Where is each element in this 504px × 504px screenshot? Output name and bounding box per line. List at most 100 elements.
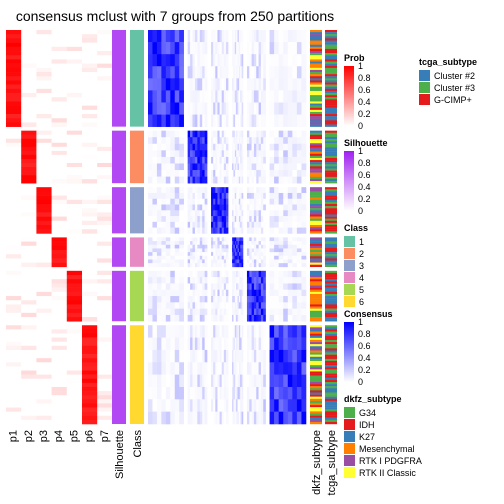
consensus-cell [296,216,302,223]
consensus-cell [221,163,225,171]
dkfz-subtype-cell [310,243,322,247]
tcga-subtype-cell [325,405,337,408]
consensus-cell [260,302,264,309]
consensus-cell [249,66,252,79]
consensus-cell [225,399,229,412]
consensus-cell [179,270,184,278]
consensus-cell [215,241,218,246]
consensus-cell [156,399,162,412]
dkfz-subtype-cell [310,164,322,167]
consensus-cell [165,137,171,145]
consensus-cell [263,349,266,363]
consensus-cell [194,114,198,127]
prob-cell [36,341,52,347]
consensus-cell [263,90,266,103]
consensus-cell [292,66,298,79]
consensus-cell [148,66,153,79]
consensus-cell [194,325,198,338]
consensus-cell [246,54,250,67]
consensus-cell [232,221,234,228]
dkfz-subtype-cell [310,354,322,357]
consensus-cell [199,227,203,234]
consensus-cell [221,314,225,322]
prob-cell [6,84,22,90]
consensus-cell [219,114,223,127]
prob-cell [21,275,37,280]
consensus-cell [296,399,302,412]
consensus-cell [253,399,257,412]
dkfz-subtype-cell [310,105,322,108]
consensus-cell [211,30,214,43]
consensus-cell [199,349,203,363]
consensus-cell [170,237,176,242]
tcga-subtype-cell [325,319,337,322]
consensus-cell [202,283,205,291]
consensus-cell [238,283,241,291]
consensus-cell [251,362,255,375]
consensus-cell [253,362,257,375]
consensus-cell [251,248,255,253]
consensus-cell [232,248,234,253]
prob-cell [36,415,52,421]
consensus-cell [194,198,198,205]
consensus-cell [274,137,279,145]
consensus-cell [232,143,234,151]
consensus-cell [174,314,180,322]
dkfz-subtype-cell [310,281,322,284]
consensus-cell [274,325,279,338]
consensus-cell [238,78,241,91]
prob-cell [6,101,22,106]
consensus-cell [152,130,158,138]
consensus-cell [260,150,264,158]
consensus-cell [223,150,227,158]
tcga-subtype-cell [325,306,337,309]
prob-cell [82,59,98,64]
consensus-cell [240,411,242,425]
dkfz-subtype-cell [310,46,322,50]
consensus-cell [233,204,236,211]
consensus-cell [236,325,238,338]
consensus-cell [263,54,266,67]
consensus-cell [225,255,229,260]
consensus-cell [221,248,225,253]
consensus-cell [211,130,214,138]
consensus-cell [278,337,284,351]
consensus-cell [237,210,240,217]
consensus-cell [240,156,242,164]
consensus-cell [292,349,298,363]
prob-cell [66,262,83,268]
consensus-cell [215,102,218,115]
consensus-cell [190,296,193,303]
consensus-cell [292,216,298,223]
consensus-cell [161,78,167,91]
dkfz-subtype-cell [310,298,322,301]
prob-cell [66,374,83,380]
column-label-Class: Class [132,430,144,458]
consensus-cell [221,325,225,338]
consensus-cell [278,255,284,260]
prob-cell [66,195,83,201]
consensus-cell [263,337,266,351]
consensus-cell [194,42,198,55]
probability-columns [6,30,113,425]
consensus-cell [240,248,242,253]
prob-cell [82,187,98,192]
prob-cell [21,279,37,284]
consensus-cell [194,296,198,303]
prob-cell [36,97,52,102]
consensus-cell [219,42,223,55]
consensus-cell [211,216,214,223]
prob-cell [51,195,68,201]
legend-tick: 1 [358,317,363,327]
consensus-cell [249,302,252,309]
tcga-subtype-cell [325,99,337,102]
consensus-cell [301,66,307,79]
prob-cell [36,283,52,288]
prob-cell [6,195,22,201]
consensus-cell [238,130,241,138]
consensus-cell [234,176,237,184]
consensus-cell [194,244,198,249]
dkfz-subtype-cell [310,384,322,387]
consensus-cell [192,270,196,278]
consensus-cell [187,314,191,322]
